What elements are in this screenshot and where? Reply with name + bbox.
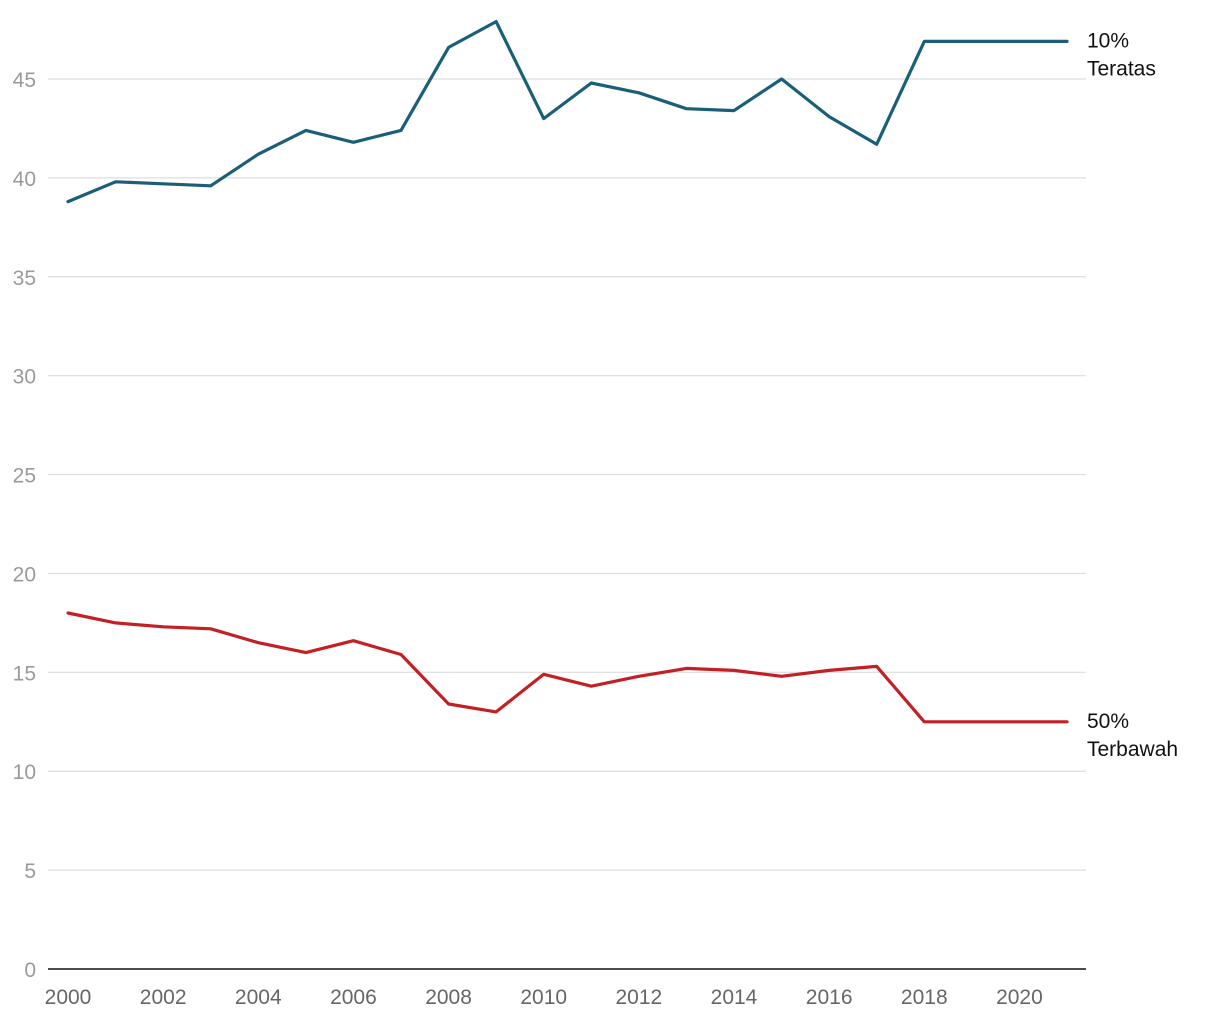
x-tick-label-2004: 2004 (235, 986, 282, 1009)
y-tick-label-40: 40 (13, 168, 36, 191)
y-tick-label-35: 35 (13, 267, 36, 290)
x-tick-label-2014: 2014 (711, 986, 758, 1009)
x-tick-label-2020: 2020 (996, 986, 1043, 1009)
y-tick-label-0: 0 (24, 959, 36, 982)
y-tick-label-30: 30 (13, 366, 36, 389)
series-label-10-teratas-line-2: Teratas (1087, 57, 1156, 80)
y-tick-label-25: 25 (13, 465, 36, 488)
y-tick-label-45: 45 (13, 69, 36, 92)
x-tick-label-2012: 2012 (615, 986, 662, 1009)
x-tick-label-2010: 2010 (520, 986, 567, 1009)
y-tick-label-20: 20 (13, 563, 36, 586)
y-tick-label-15: 15 (13, 662, 36, 685)
x-tick-label-2002: 2002 (140, 986, 187, 1009)
y-axis-ticks: 0 5 10 15 20 25 30 35 40 45 (13, 69, 36, 982)
x-tick-label-2016: 2016 (806, 986, 853, 1009)
y-tick-label-10: 10 (13, 761, 36, 784)
x-axis-ticks: 2000 2002 2004 2006 2008 2010 2012 2014 2016 2018… (45, 986, 1043, 1009)
series-label-50-terbawah-line-1: 50% (1087, 710, 1129, 733)
x-tick-label-2008: 2008 (425, 986, 472, 1009)
series-labels: 10% Teratas 50% Terbawah (1087, 29, 1178, 760)
grid-lines (48, 78, 1086, 970)
series-lines (66, 20, 1069, 724)
series-line-50-terbawah (66, 611, 1069, 724)
x-tick-label-2006: 2006 (330, 986, 377, 1009)
y-tick-label-5: 5 (24, 860, 36, 883)
series-label-50-terbawah-line-2: Terbawah (1087, 738, 1178, 761)
x-tick-label-2000: 2000 (45, 986, 92, 1009)
x-tick-label-2018: 2018 (901, 986, 948, 1009)
series-line-10-teratas (66, 20, 1069, 204)
series-label-10-teratas-line-1: 10% (1087, 29, 1129, 52)
